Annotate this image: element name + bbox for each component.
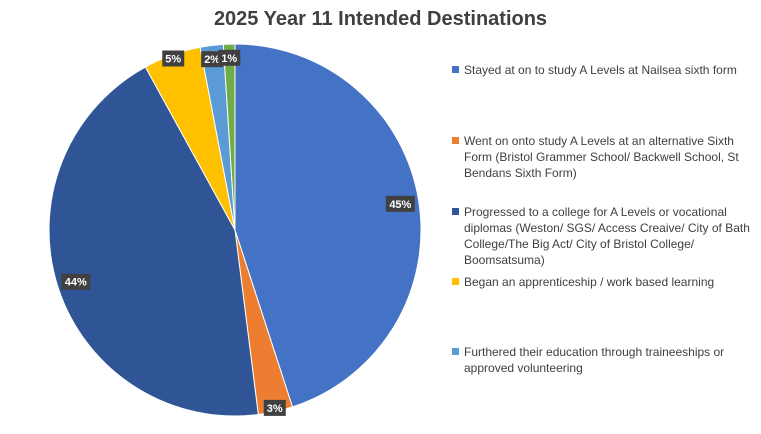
legend-item: Went on onto study A Levels at an altern… xyxy=(452,133,752,181)
data-label-text: 3% xyxy=(267,403,283,415)
legend-label: Began an apprenticeship / work based lea… xyxy=(464,275,714,289)
legend-label: Furthered their education through traine… xyxy=(464,345,724,375)
legend-swatch xyxy=(452,348,459,355)
legend-swatch xyxy=(452,208,459,215)
data-label-text: 5% xyxy=(165,53,181,65)
legend-item: Furthered their education through traine… xyxy=(452,344,752,376)
data-label: 3% xyxy=(264,400,286,416)
data-label-text: 2% xyxy=(204,54,220,66)
data-label-text: 44% xyxy=(65,277,87,289)
legend-label: Stayed at on to study A Levels at Nailse… xyxy=(464,63,737,77)
data-label: 44% xyxy=(61,274,90,290)
data-label-text: 1% xyxy=(221,53,237,65)
legend-swatch xyxy=(452,278,459,285)
legend-item: Began an apprenticeship / work based lea… xyxy=(452,274,752,290)
legend-item: Stayed at on to study A Levels at Nailse… xyxy=(452,62,752,78)
legend-item: Progressed to a college for A Levels or … xyxy=(452,204,752,268)
legend-swatch xyxy=(452,137,459,144)
legend-label: Went on onto study A Levels at an altern… xyxy=(464,134,739,180)
legend-swatch xyxy=(452,66,459,73)
data-label-text: 45% xyxy=(389,199,411,211)
data-label: 5% xyxy=(162,50,184,66)
data-label: 45% xyxy=(386,196,415,212)
data-label: 1% xyxy=(218,50,240,66)
legend-label: Progressed to a college for A Levels or … xyxy=(464,205,750,267)
